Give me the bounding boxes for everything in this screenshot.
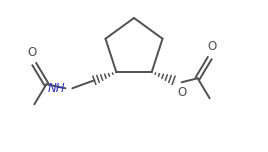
Text: O: O [28, 46, 37, 59]
Text: O: O [207, 40, 216, 53]
Text: NH: NH [48, 82, 65, 95]
Text: O: O [178, 86, 187, 99]
